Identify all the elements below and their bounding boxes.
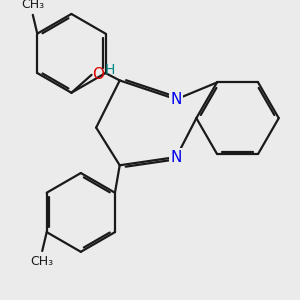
Text: N: N	[171, 92, 182, 107]
Text: H: H	[105, 63, 116, 77]
Text: CH₃: CH₃	[21, 0, 44, 11]
Text: N: N	[171, 149, 182, 164]
Text: CH₃: CH₃	[31, 254, 54, 268]
Text: O: O	[92, 67, 104, 82]
